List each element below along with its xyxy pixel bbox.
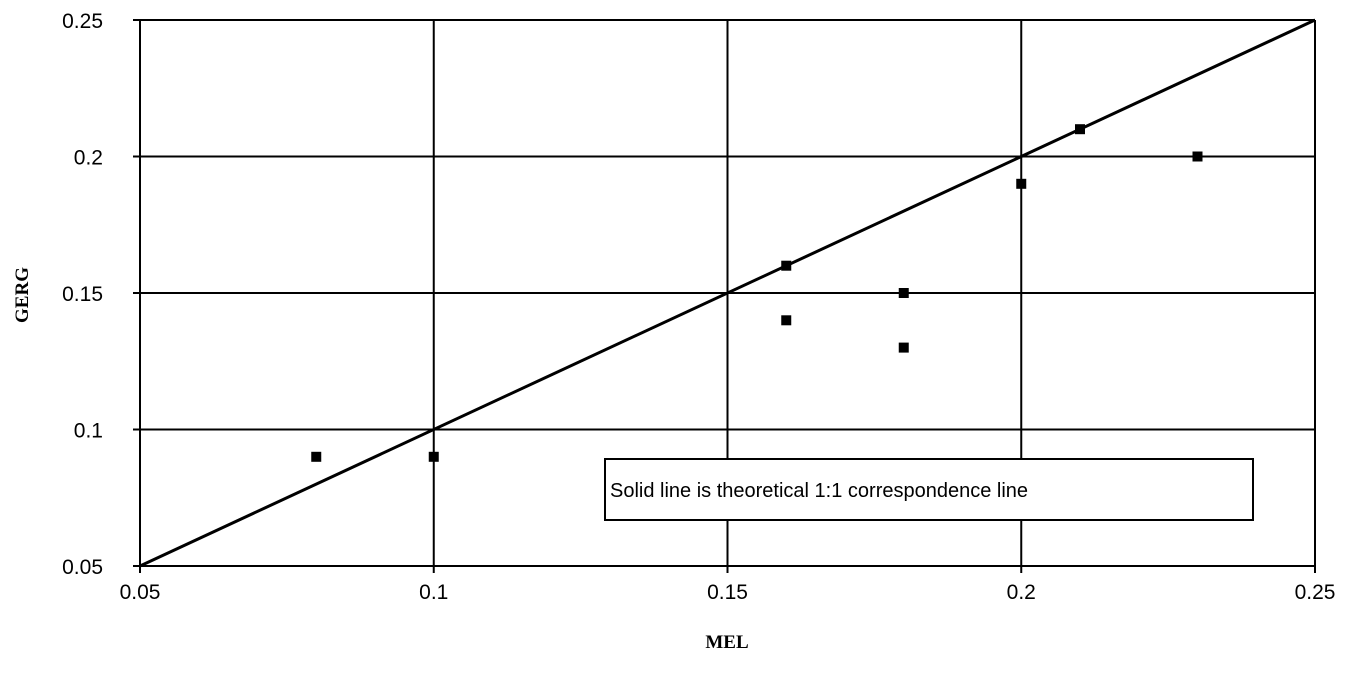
data-point [311, 451, 322, 462]
data-point [781, 260, 792, 271]
reference-line [139, 18, 1316, 568]
x-axis-title: MEL [705, 632, 748, 653]
x-tick-label: 0.2 [1007, 581, 1036, 604]
y-tick-label: 0.2 [74, 147, 103, 170]
x-tick-label: 0.15 [707, 581, 748, 604]
data-point [428, 451, 439, 462]
data-point [1075, 124, 1085, 135]
y-tick-label: 0.05 [62, 556, 103, 579]
annotation-box: Solid line is theoretical 1:1 correspond… [604, 458, 1254, 521]
x-tick-label: 0.05 [120, 581, 161, 604]
x-tick-label: 0.1 [419, 581, 448, 604]
data-point [1016, 178, 1027, 189]
annotation-text: Solid line is theoretical 1:1 correspond… [610, 480, 1028, 502]
data-point [781, 315, 792, 326]
data-point [1192, 151, 1203, 162]
annotation-border [604, 458, 1254, 521]
x-tick-labels: 0.05 0.1 0.15 0.2 0.25 [120, 581, 1336, 604]
y-tick-label: 0.25 [62, 10, 103, 33]
data-point [898, 288, 909, 298]
data-point [898, 342, 909, 353]
y-tick-labels: 0.05 0.1 0.15 0.2 0.25 [62, 10, 103, 579]
y-axis-title: GERG [12, 267, 33, 323]
y-tick-label: 0.1 [74, 420, 103, 443]
data-points [311, 124, 1203, 462]
x-tick-label: 0.25 [1295, 581, 1336, 604]
y-tick-label: 0.15 [62, 283, 103, 306]
